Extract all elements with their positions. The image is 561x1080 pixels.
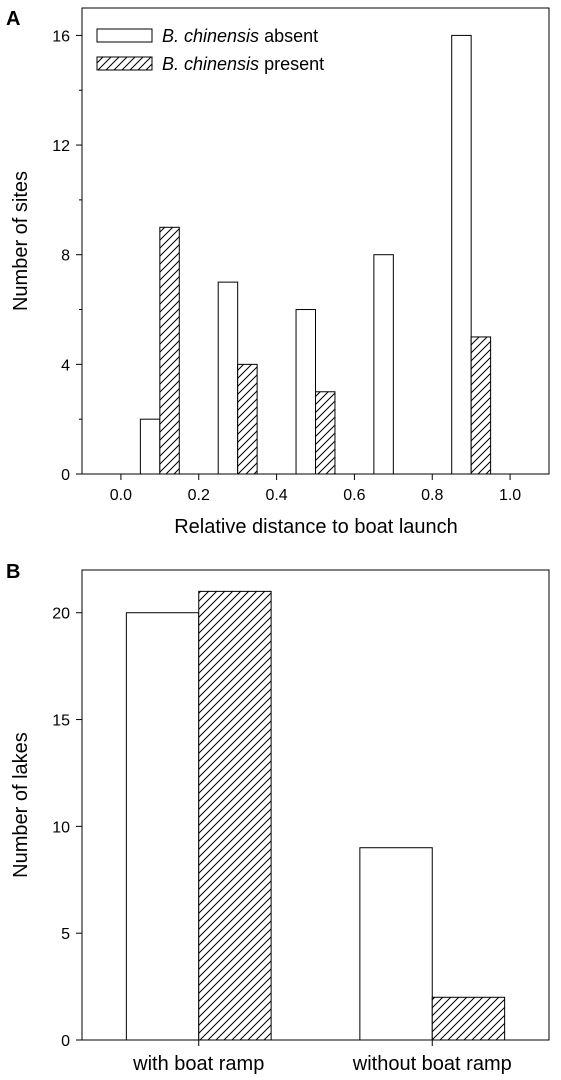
panel-a-x-tick-label: 0.8 xyxy=(421,487,443,504)
panel-a-bar-absent-0 xyxy=(139,418,161,475)
panel-a-x-tick-label: 1.0 xyxy=(499,487,521,504)
panel-a-bar-present-0 xyxy=(159,226,180,475)
panel-a-x-tick-label: 0.2 xyxy=(188,487,210,504)
panel-a-bar-absent-3 xyxy=(373,254,394,475)
panel-b-y-tick-label: 15 xyxy=(52,713,70,730)
panel-b-y-tick-label: 0 xyxy=(61,1033,70,1050)
panel-a-bars xyxy=(139,34,492,475)
panel-b-y-ticks: 0 5 10 15 20 xyxy=(52,606,82,1050)
panel-a-bar-present-2 xyxy=(315,391,336,475)
panel-a-y-axis-label: Number of sites xyxy=(10,171,32,311)
panel-b-x-ticks: with boat ramp without boat ramp xyxy=(132,1040,512,1075)
legend-label-present-species: B. chinensis xyxy=(162,54,259,74)
panel-b-plot-frame xyxy=(81,569,550,1041)
legend-label-absent: B. chinensis absent xyxy=(162,26,318,46)
panel-a-x-axis-label: Relative distance to boat launch xyxy=(174,516,458,538)
panel-a-bar-present-4 xyxy=(470,336,492,475)
panel-a-bar-absent-1 xyxy=(217,281,239,475)
panel-a-y-tick-label: 16 xyxy=(52,28,70,45)
panel-b-y-tick-label: 20 xyxy=(52,606,70,623)
panel-a: A 0 4 8 12 16 0.0 0.2 0.4 0.6 0.8 1.0 Relative di… xyxy=(6,7,550,538)
panel-a-bar-present-1 xyxy=(237,363,258,475)
panel-a-bar-absent-2 xyxy=(295,309,316,475)
panel-a-x-ticks: 0.0 0.2 0.4 0.6 0.8 1.0 xyxy=(110,474,521,504)
panel-a-x-tick-label: 0.4 xyxy=(265,487,287,504)
panel-a-y-tick-label: 12 xyxy=(52,138,70,155)
legend-label-absent-species: B. chinensis xyxy=(162,26,259,46)
panel-b-category-label: without boat ramp xyxy=(352,1053,512,1075)
legend-swatch-present xyxy=(96,56,153,71)
panel-a-legend: B. chinensis absent B. chinensis present xyxy=(96,26,324,74)
panel-a-y-tick-label: 4 xyxy=(61,357,70,374)
panel-a-letter: A xyxy=(6,8,20,30)
panel-a-y-tick-label: 0 xyxy=(61,467,70,484)
panel-a-y-ticks: 0 4 8 12 16 xyxy=(52,28,82,484)
legend-label-absent-status: absent xyxy=(259,26,318,46)
panel-b-bars xyxy=(125,590,506,1041)
legend-swatch-absent xyxy=(96,28,153,43)
panel-b-bar-open-0 xyxy=(125,612,200,1041)
panel-a-x-tick-label: 0.6 xyxy=(343,487,365,504)
panel-b-bar-hatched-1 xyxy=(431,996,506,1041)
panel-b-bar-open-1 xyxy=(359,847,433,1041)
legend-label-present-status: present xyxy=(259,54,324,74)
panel-a-x-tick-label: 0.0 xyxy=(110,487,132,504)
panel-b-bar-hatched-0 xyxy=(198,590,272,1041)
panel-b-letter: B xyxy=(6,561,20,583)
panel-b-y-tick-label: 5 xyxy=(61,926,70,943)
panel-a-bar-absent-4 xyxy=(451,34,472,475)
panel-a-y-tick-label: 8 xyxy=(61,248,70,265)
panel-b-y-axis-label: Number of lakes xyxy=(10,732,32,878)
panel-b-category-label: with boat ramp xyxy=(132,1053,264,1075)
panel-b: B 0 5 10 15 20 with boat ramp without boat ra… xyxy=(6,561,550,1075)
panel-b-y-tick-label: 10 xyxy=(52,819,70,836)
legend-label-present: B. chinensis present xyxy=(162,54,324,74)
